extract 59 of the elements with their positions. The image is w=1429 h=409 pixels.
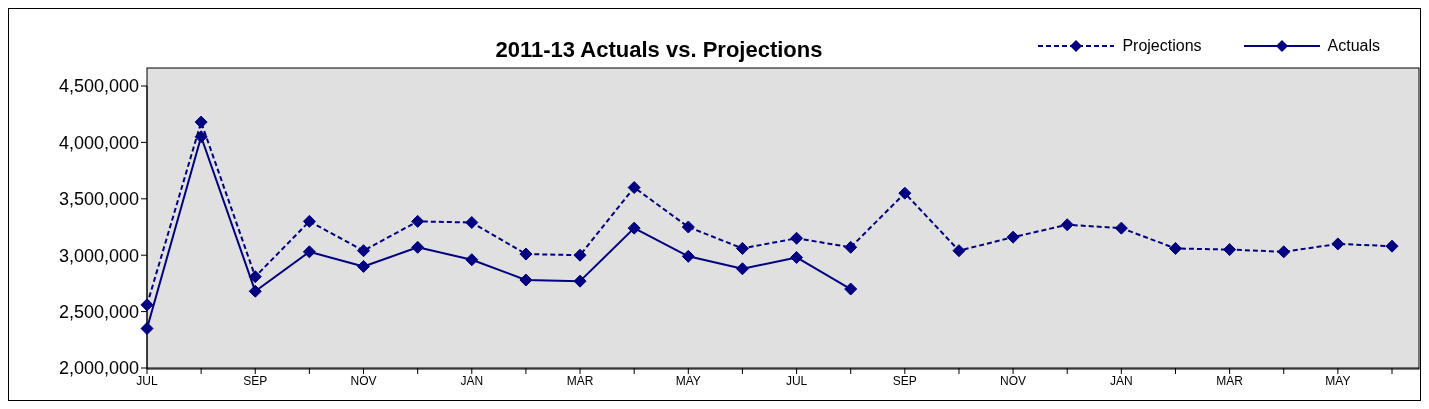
point xyxy=(1385,239,1399,253)
point xyxy=(573,248,587,262)
x-tick-label: JAN xyxy=(460,373,484,388)
point xyxy=(465,253,479,267)
point xyxy=(1114,221,1128,235)
chart-title: 2011-13 Actuals vs. Projections xyxy=(494,37,824,63)
point xyxy=(573,274,587,288)
point xyxy=(140,298,154,312)
point xyxy=(1223,243,1237,257)
x-tick-label: NOV xyxy=(1000,373,1027,388)
x-tick-label: NOV xyxy=(350,373,377,388)
point xyxy=(194,115,208,129)
point xyxy=(519,273,533,287)
point xyxy=(1331,237,1345,251)
point xyxy=(1006,230,1020,244)
point xyxy=(1060,218,1074,232)
point xyxy=(194,130,208,144)
point xyxy=(681,220,695,234)
point xyxy=(519,247,533,261)
x-tick-label: MAR xyxy=(566,373,594,388)
y-tick-label: 4,000,000 xyxy=(58,132,139,153)
point xyxy=(140,322,154,336)
point xyxy=(898,186,912,200)
x-tick-label: SEP xyxy=(892,373,917,388)
point xyxy=(1168,241,1182,255)
point xyxy=(357,244,371,258)
y-tick-label: 2,000,000 xyxy=(58,358,139,379)
x-tick-label: MAR xyxy=(1216,373,1244,388)
point xyxy=(302,245,316,259)
point xyxy=(627,221,641,235)
y-tick-label: 3,000,000 xyxy=(58,245,139,266)
x-tick-label: MAY xyxy=(1325,373,1351,388)
legend-label: Projections xyxy=(1122,37,1202,55)
x-tick-label: JUL xyxy=(136,373,158,388)
point xyxy=(357,259,371,273)
x-tick-label: JUL xyxy=(785,373,808,388)
x-tick-label: MAY xyxy=(675,373,701,388)
x-tick-label: SEP xyxy=(243,373,268,388)
point xyxy=(465,215,479,229)
y-tick-label: 2,500,000 xyxy=(58,301,139,322)
x-tick-label: JAN xyxy=(1110,373,1133,388)
point xyxy=(735,241,749,255)
point xyxy=(1277,245,1291,259)
y-tick-label: 3,500,000 xyxy=(58,189,139,210)
point xyxy=(952,244,966,258)
point xyxy=(844,240,858,254)
y-tick-label: 4,500,000 xyxy=(58,76,139,97)
point xyxy=(681,249,695,263)
point xyxy=(411,240,425,254)
point xyxy=(844,282,858,296)
point xyxy=(627,181,641,195)
point xyxy=(735,262,749,276)
point xyxy=(411,214,425,228)
point xyxy=(302,214,316,228)
point xyxy=(248,270,262,284)
point xyxy=(790,231,804,245)
point xyxy=(248,284,262,298)
point xyxy=(790,250,804,264)
legend-label: Actuals xyxy=(1327,37,1380,55)
